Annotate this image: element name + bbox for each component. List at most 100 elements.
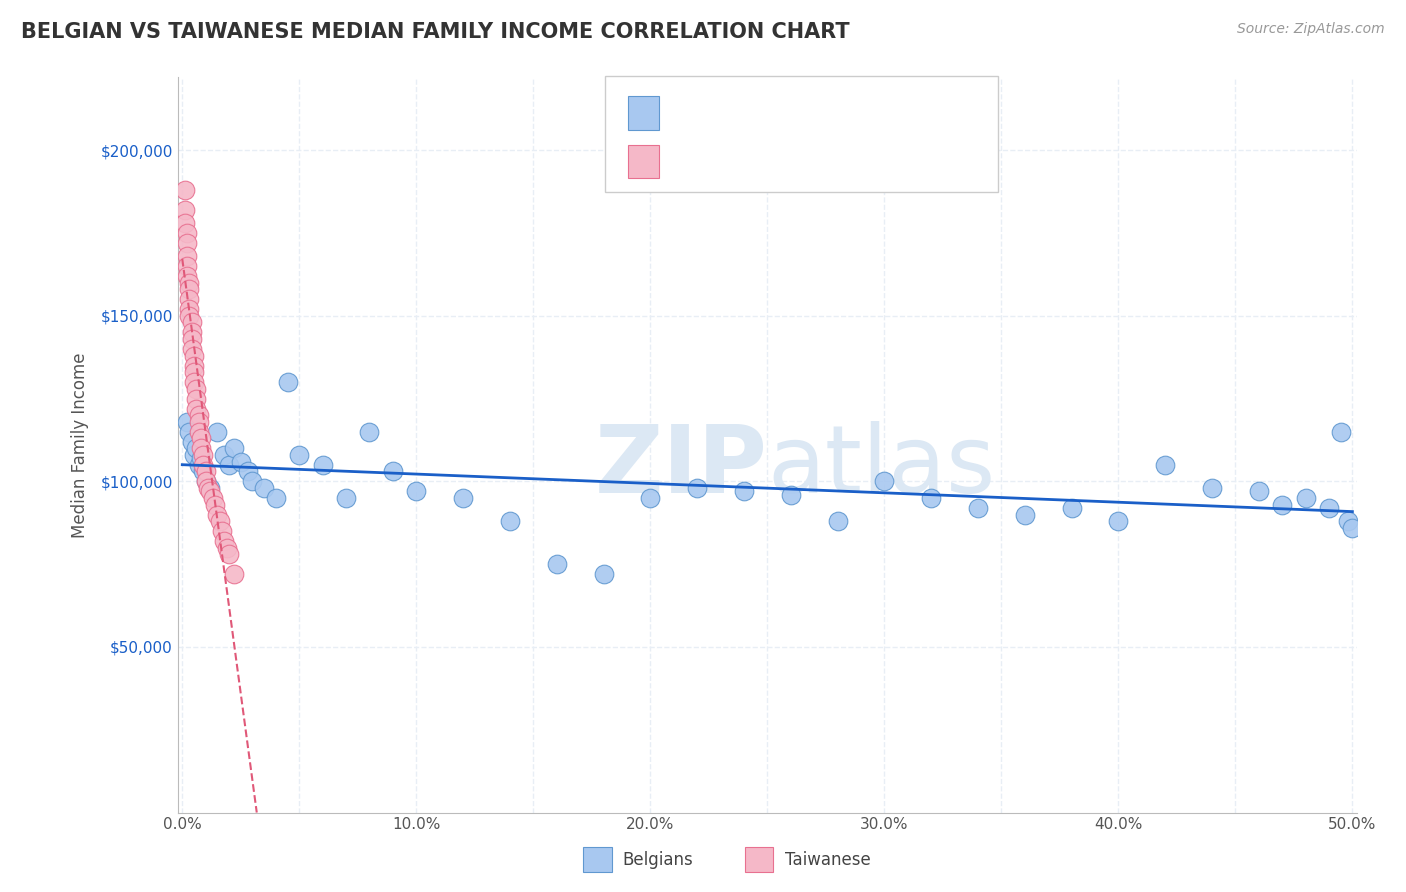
Point: [176, 235, 198, 250]
Point: [335, 491, 357, 505]
Point: [1317, 500, 1340, 515]
Point: [873, 475, 896, 489]
Point: [733, 484, 755, 499]
Point: [229, 454, 252, 468]
Point: [186, 442, 208, 456]
Point: [200, 484, 222, 499]
Point: [1295, 491, 1317, 505]
Point: [920, 491, 942, 505]
Point: [190, 451, 212, 466]
Point: [180, 434, 202, 449]
Point: [1060, 500, 1083, 515]
Point: [215, 541, 238, 555]
Point: [1247, 484, 1270, 499]
Point: [179, 302, 201, 317]
Point: [200, 481, 222, 495]
Point: [1014, 508, 1036, 522]
Point: [187, 425, 209, 439]
Point: [173, 202, 195, 217]
Point: [190, 442, 212, 456]
Point: [179, 309, 201, 323]
Point: [207, 425, 229, 439]
Point: [186, 382, 208, 396]
Point: [211, 524, 233, 538]
Point: [179, 293, 201, 307]
Point: [176, 415, 198, 429]
Point: [1154, 458, 1177, 472]
Text: BELGIAN VS TAIWANESE MEDIAN FAMILY INCOME CORRELATION CHART: BELGIAN VS TAIWANESE MEDIAN FAMILY INCOM…: [21, 22, 849, 42]
Y-axis label: Median Family Income: Median Family Income: [72, 352, 89, 538]
Point: [214, 534, 236, 549]
Point: [187, 458, 209, 472]
Point: [173, 216, 195, 230]
Point: [186, 401, 208, 416]
Point: [180, 332, 202, 346]
Point: [183, 448, 205, 462]
Point: [1337, 514, 1360, 528]
Point: [359, 425, 381, 439]
Point: [277, 375, 299, 389]
Point: [190, 431, 212, 445]
Text: ZIP: ZIP: [595, 421, 768, 513]
Point: [176, 249, 198, 263]
Point: [218, 458, 240, 472]
Text: N =: N =: [804, 153, 844, 170]
Point: [207, 508, 229, 522]
Point: [499, 514, 522, 528]
Point: [194, 475, 217, 489]
Point: [640, 491, 662, 505]
Point: [204, 498, 226, 512]
Point: [173, 183, 195, 197]
Point: [193, 465, 215, 479]
Point: [179, 425, 201, 439]
Point: [183, 375, 205, 389]
Point: [208, 514, 231, 528]
Point: [179, 282, 201, 296]
Point: [546, 558, 568, 572]
Point: [176, 259, 198, 273]
Point: [183, 349, 205, 363]
Point: [242, 475, 264, 489]
Point: [405, 484, 427, 499]
Point: [186, 392, 208, 406]
Point: [381, 465, 404, 479]
Point: [180, 316, 202, 330]
Text: 50: 50: [832, 103, 859, 123]
Point: [264, 491, 287, 505]
Point: [686, 481, 709, 495]
Point: [214, 448, 236, 462]
Point: [176, 269, 198, 284]
Text: N =: N =: [804, 104, 844, 122]
Point: [194, 465, 217, 479]
Point: [312, 458, 335, 472]
Point: [1271, 498, 1294, 512]
Text: R = -0.127: R = -0.127: [671, 104, 768, 122]
Point: [183, 365, 205, 379]
Point: [222, 442, 245, 456]
Text: 44: 44: [832, 152, 859, 171]
Text: atlas: atlas: [768, 421, 995, 513]
Point: [1330, 425, 1353, 439]
Point: [183, 359, 205, 373]
Point: [180, 326, 202, 340]
Point: [193, 448, 215, 462]
Point: [180, 342, 202, 356]
Point: [218, 547, 240, 561]
Point: [187, 415, 209, 429]
Point: [1107, 514, 1129, 528]
Text: R = -0.213: R = -0.213: [671, 153, 768, 170]
Point: [193, 458, 215, 472]
Point: [827, 514, 849, 528]
Point: [451, 491, 474, 505]
Text: Taiwanese: Taiwanese: [785, 851, 870, 869]
Point: [967, 500, 990, 515]
Point: [1201, 481, 1223, 495]
Point: [1341, 521, 1364, 535]
Point: [176, 226, 198, 240]
Point: [236, 465, 259, 479]
Text: Belgians: Belgians: [623, 851, 693, 869]
Point: [201, 491, 224, 505]
Text: Source: ZipAtlas.com: Source: ZipAtlas.com: [1237, 22, 1385, 37]
Point: [779, 488, 801, 502]
Point: [179, 276, 201, 290]
